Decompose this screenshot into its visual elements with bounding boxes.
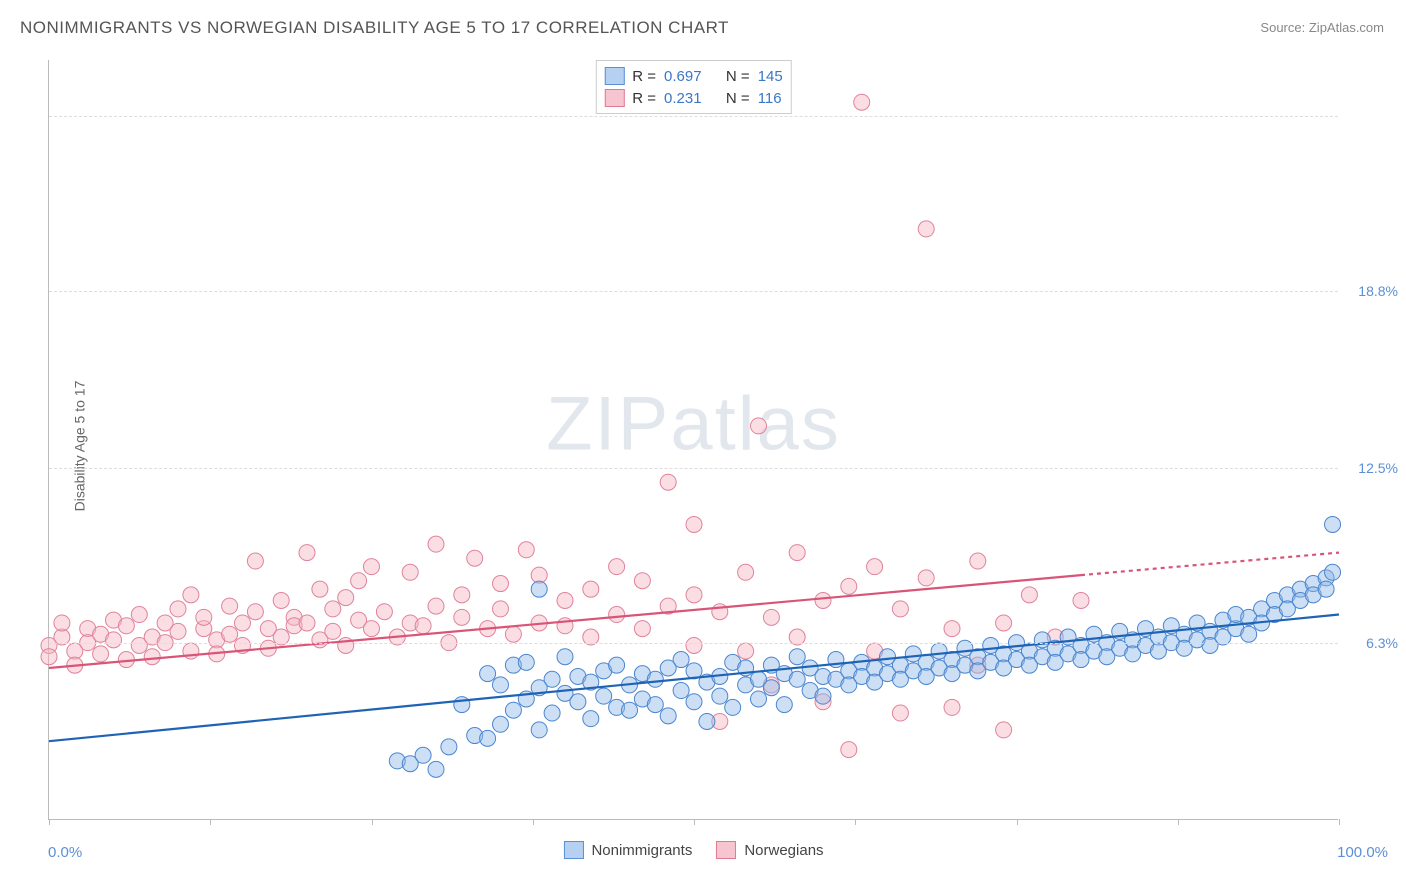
x-tick bbox=[1017, 819, 1018, 825]
scatter-svg bbox=[49, 60, 1338, 819]
source-label: Source: bbox=[1260, 20, 1305, 35]
x-tick bbox=[372, 819, 373, 825]
legend-label: Nonimmigrants bbox=[591, 842, 692, 859]
x-tick bbox=[1178, 819, 1179, 825]
y-tick-label: 6.3% bbox=[1343, 635, 1398, 651]
source-attribution: Source: ZipAtlas.com bbox=[1260, 20, 1384, 35]
legend-series: Nonimmigrants Norwegians bbox=[563, 841, 823, 859]
gridline bbox=[49, 468, 1338, 469]
swatch-pink-icon bbox=[716, 841, 736, 859]
x-tick-min: 0.0% bbox=[48, 844, 82, 861]
y-tick-label: 12.5% bbox=[1343, 460, 1398, 476]
swatch-blue-icon bbox=[563, 841, 583, 859]
x-tick bbox=[533, 819, 534, 825]
x-tick bbox=[210, 819, 211, 825]
legend-label: Norwegians bbox=[744, 842, 823, 859]
legend-item-nonimmigrants: Nonimmigrants bbox=[563, 841, 692, 859]
gridline bbox=[49, 643, 1338, 644]
source-link[interactable]: ZipAtlas.com bbox=[1309, 20, 1384, 35]
legend-item-norwegians: Norwegians bbox=[716, 841, 823, 859]
gridline bbox=[49, 291, 1338, 292]
x-tick bbox=[49, 819, 50, 825]
x-tick bbox=[1339, 819, 1340, 825]
chart-title: NONIMMIGRANTS VS NORWEGIAN DISABILITY AG… bbox=[20, 18, 729, 38]
chart-plot-area: ZIPatlas R = 0.697 N = 145 R = 0.231 N =… bbox=[48, 60, 1338, 820]
x-tick bbox=[855, 819, 856, 825]
gridline bbox=[49, 116, 1338, 117]
x-tick bbox=[694, 819, 695, 825]
y-tick-label: 18.8% bbox=[1343, 283, 1398, 299]
x-tick-max: 100.0% bbox=[1337, 844, 1388, 861]
